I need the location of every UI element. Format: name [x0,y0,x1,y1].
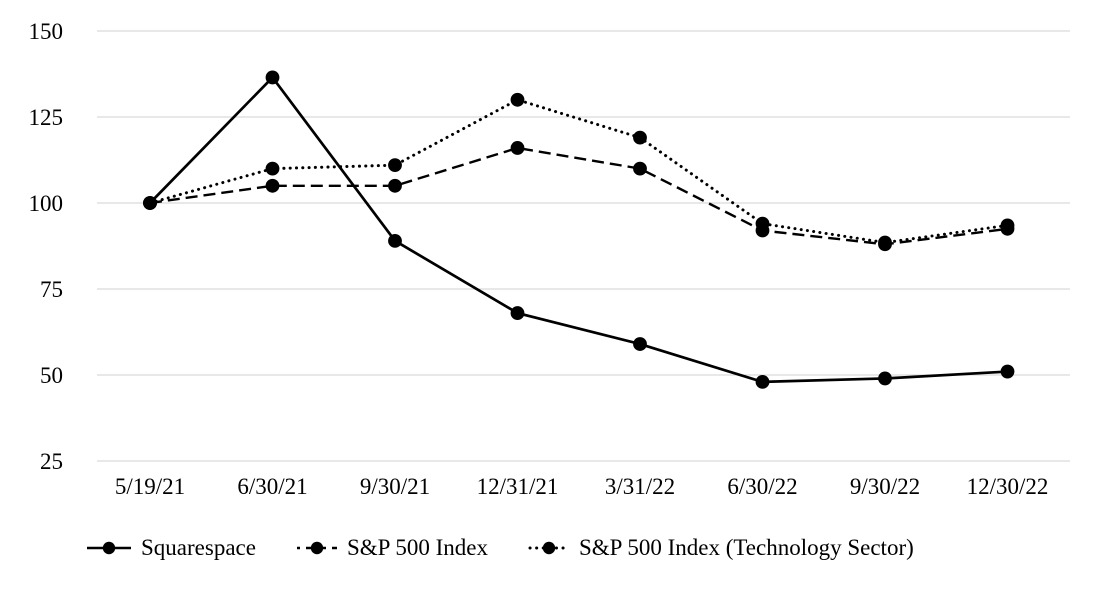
series-squarespace [143,70,1015,389]
data-point-squarespace [755,374,770,389]
data-point-squarespace [388,233,402,248]
data-point-squarespace [878,371,892,386]
data-point-sp500-tech [143,196,157,210]
gridlines [97,30,1070,462]
legend-item-sp500-tech: S&P 500 Index (Technology Sector) [528,533,914,563]
series-line-sp500-tech [148,98,1009,245]
data-point-sp500-tech [510,92,525,107]
y-tick-label: 75 [40,277,63,302]
x-tick-label: 6/30/22 [727,474,797,499]
solid-line-marker-icon [87,541,131,555]
x-tick-label: 9/30/21 [360,474,430,499]
data-point-sp500 [510,141,525,155]
x-tick-label: 3/31/22 [605,474,675,499]
legend-item-sp500: S&P 500 Index [296,533,488,563]
data-point-sp500-tech [265,161,280,176]
x-tick-label: 12/30/22 [967,474,1049,499]
x-tick-label: 5/19/21 [115,474,185,499]
y-tick-label: 125 [29,105,64,130]
dashed-line-marker-icon [296,541,337,555]
x-tick-label: 12/31/21 [477,474,559,499]
data-point-sp500 [265,178,280,193]
series-sp500-tech [143,92,1015,250]
x-tick-label: 9/30/22 [850,474,920,499]
dotted-line-marker-icon [528,541,570,555]
data-point-sp500-tech [1000,218,1015,233]
data-point-sp500 [633,161,647,176]
y-tick-label: 25 [40,449,63,474]
data-point-sp500-tech [878,235,892,250]
line-chart-plot-area: 150 125 100 75 50 25 5/19/21 6/30/21 9/30/21 12/3… [29,19,1070,499]
data-point-squarespace [1000,364,1015,379]
legend-label-sp500-tech: S&P 500 Index (Technology Sector) [578,535,914,560]
y-tick-label: 50 [40,363,63,388]
legend-label-sp500: S&P 500 Index [346,535,488,560]
data-point-squarespace [510,306,525,320]
chart-legend: Squarespace S&P 500 Index S&P 500 Index … [86,533,914,563]
data-point-sp500 [388,178,402,193]
series-sp500 [143,141,1015,252]
x-tick-label: 6/30/21 [237,474,307,499]
data-point-sp500-tech [633,130,647,145]
data-point-sp500-tech [755,216,770,231]
y-tick-label: 100 [29,191,64,216]
data-point-squarespace [265,70,280,85]
y-axis-tick-labels: 150 125 100 75 50 25 [29,19,64,474]
series-line-sp500 [149,146,1008,246]
y-tick-label: 150 [29,19,64,44]
legend-label-squarespace: Squarespace [141,535,256,560]
data-point-squarespace [633,337,647,351]
series-line-squarespace [149,75,1008,384]
data-point-sp500-tech [388,158,402,173]
x-axis-tick-labels: 5/19/21 6/30/21 9/30/21 12/31/21 3/31/22 6/30… [115,474,1049,499]
legend-item-squarespace: Squarespace [86,533,256,563]
